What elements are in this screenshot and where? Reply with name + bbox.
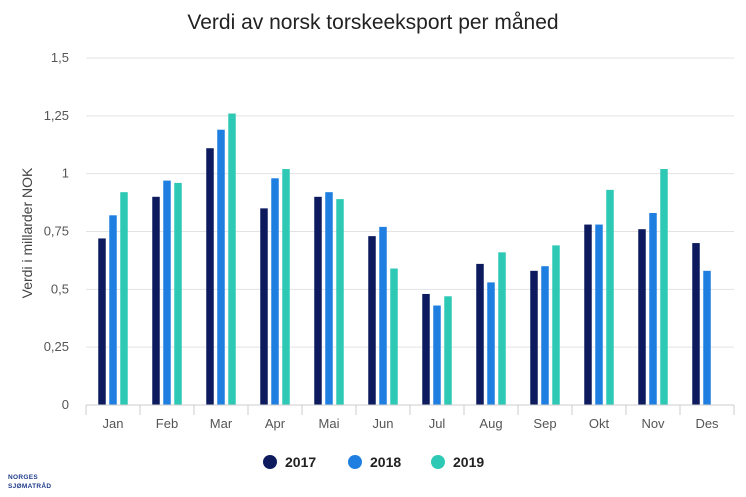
x-tick-label: Des [695, 416, 719, 431]
bar-2018-jul [433, 305, 441, 405]
x-tick-label: Jan [103, 416, 124, 431]
bar-2017-sep [530, 270, 538, 405]
y-axis-ticks: 0 0,25 0,5 0,75 1 1,25 1,5 [44, 50, 69, 412]
norges-sjomatrad-logo: NORGES SJØMATRÅD [8, 474, 51, 490]
y-tick-label: 0,75 [44, 224, 69, 239]
x-tick-label: Jun [373, 416, 394, 431]
bar-2019-jun [390, 268, 398, 405]
bar-2018-aug [487, 282, 495, 405]
bar-2019-okt [606, 189, 614, 405]
x-tick-label: Feb [156, 416, 178, 431]
x-tick-label: Mar [210, 416, 233, 431]
bar-2017-feb [152, 196, 160, 405]
bar-2019-jul [444, 296, 452, 405]
bars [98, 113, 711, 406]
gridlines [86, 57, 734, 348]
legend-label-2018: 2018 [370, 454, 401, 470]
bar-2019-jan [120, 192, 128, 405]
y-tick-label: 1,5 [51, 50, 69, 65]
bar-2017-nov [638, 229, 646, 405]
bar-2017-mar [206, 148, 214, 405]
bar-2018-okt [595, 224, 603, 405]
legend-label-2019: 2019 [453, 454, 484, 470]
bar-2018-mai [325, 192, 333, 405]
y-axis-label: Verdi i millarder NOK [19, 167, 35, 298]
x-tick-label: Okt [589, 416, 610, 431]
bar-2017-jan [98, 238, 106, 405]
bar-2018-mar [217, 129, 225, 406]
bar-2018-nov [649, 212, 657, 405]
y-tick-label: 0 [62, 397, 69, 412]
bar-2017-jul [422, 293, 430, 405]
y-tick-label: 1 [62, 166, 69, 181]
bar-2019-mar [228, 113, 236, 406]
x-tick-label: Aug [479, 416, 502, 431]
y-tick-label: 0,25 [44, 339, 69, 354]
x-tick-label: Jul [429, 416, 446, 431]
bar-2019-mai [336, 199, 344, 405]
y-tick-label: 1,25 [44, 108, 69, 123]
x-tick-label: Apr [265, 416, 286, 431]
bar-2017-jun [368, 236, 376, 405]
x-tick-label: Mai [319, 416, 340, 431]
legend-label-2017: 2017 [285, 454, 316, 470]
logo-line2: SJØMATRÅD [8, 481, 51, 490]
legend-marker-2018 [348, 455, 362, 469]
bar-2018-feb [163, 180, 171, 405]
bar-2017-aug [476, 263, 484, 405]
bar-2017-des [692, 243, 700, 405]
legend-marker-2019 [431, 455, 445, 469]
bar-2019-feb [174, 182, 182, 405]
logo-line1: NORGES [8, 474, 38, 481]
y-tick-label: 0,5 [51, 281, 69, 296]
bar-2018-apr [271, 178, 279, 405]
legend-marker-2017 [263, 455, 277, 469]
bar-2018-jun [379, 226, 387, 405]
bar-2019-apr [282, 169, 290, 405]
bar-2017-okt [584, 224, 592, 405]
legend: 2017 2018 2019 [263, 454, 484, 470]
x-tick-label: Nov [641, 416, 665, 431]
bar-2019-aug [498, 252, 506, 405]
bar-2019-sep [552, 245, 560, 405]
bar-2017-apr [260, 208, 268, 405]
bar-2018-sep [541, 266, 549, 405]
chart-title: Verdi av norsk torskeeksport per måned [187, 11, 558, 34]
bar-2017-mai [314, 196, 322, 405]
bar-2018-des [703, 270, 711, 405]
bar-2018-jan [109, 215, 117, 405]
x-axis: Jan Feb Mar Apr Mai Jun Jul Aug Sep Okt Nov Des [85, 404, 735, 431]
x-tick-label: Sep [533, 416, 556, 431]
bar-2019-nov [660, 169, 668, 405]
